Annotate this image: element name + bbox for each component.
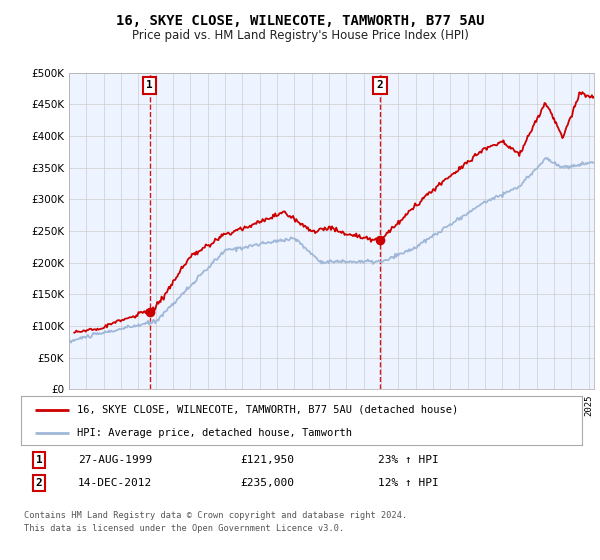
Text: 14-DEC-2012: 14-DEC-2012 xyxy=(78,478,152,488)
Text: 12% ↑ HPI: 12% ↑ HPI xyxy=(378,478,439,488)
Text: Contains HM Land Registry data © Crown copyright and database right 2024.: Contains HM Land Registry data © Crown c… xyxy=(24,511,407,520)
Text: 27-AUG-1999: 27-AUG-1999 xyxy=(78,455,152,465)
Text: 16, SKYE CLOSE, WILNECOTE, TAMWORTH, B77 5AU (detached house): 16, SKYE CLOSE, WILNECOTE, TAMWORTH, B77… xyxy=(77,405,458,415)
Text: £235,000: £235,000 xyxy=(240,478,294,488)
Text: 2: 2 xyxy=(35,478,43,488)
Text: 1: 1 xyxy=(146,81,153,91)
Text: 1: 1 xyxy=(35,455,43,465)
Text: This data is licensed under the Open Government Licence v3.0.: This data is licensed under the Open Gov… xyxy=(24,524,344,533)
Text: 16, SKYE CLOSE, WILNECOTE, TAMWORTH, B77 5AU: 16, SKYE CLOSE, WILNECOTE, TAMWORTH, B77… xyxy=(116,14,484,28)
Text: £121,950: £121,950 xyxy=(240,455,294,465)
Text: Price paid vs. HM Land Registry's House Price Index (HPI): Price paid vs. HM Land Registry's House … xyxy=(131,29,469,42)
Text: 23% ↑ HPI: 23% ↑ HPI xyxy=(378,455,439,465)
Text: 2: 2 xyxy=(377,81,383,91)
Text: HPI: Average price, detached house, Tamworth: HPI: Average price, detached house, Tamw… xyxy=(77,428,352,438)
